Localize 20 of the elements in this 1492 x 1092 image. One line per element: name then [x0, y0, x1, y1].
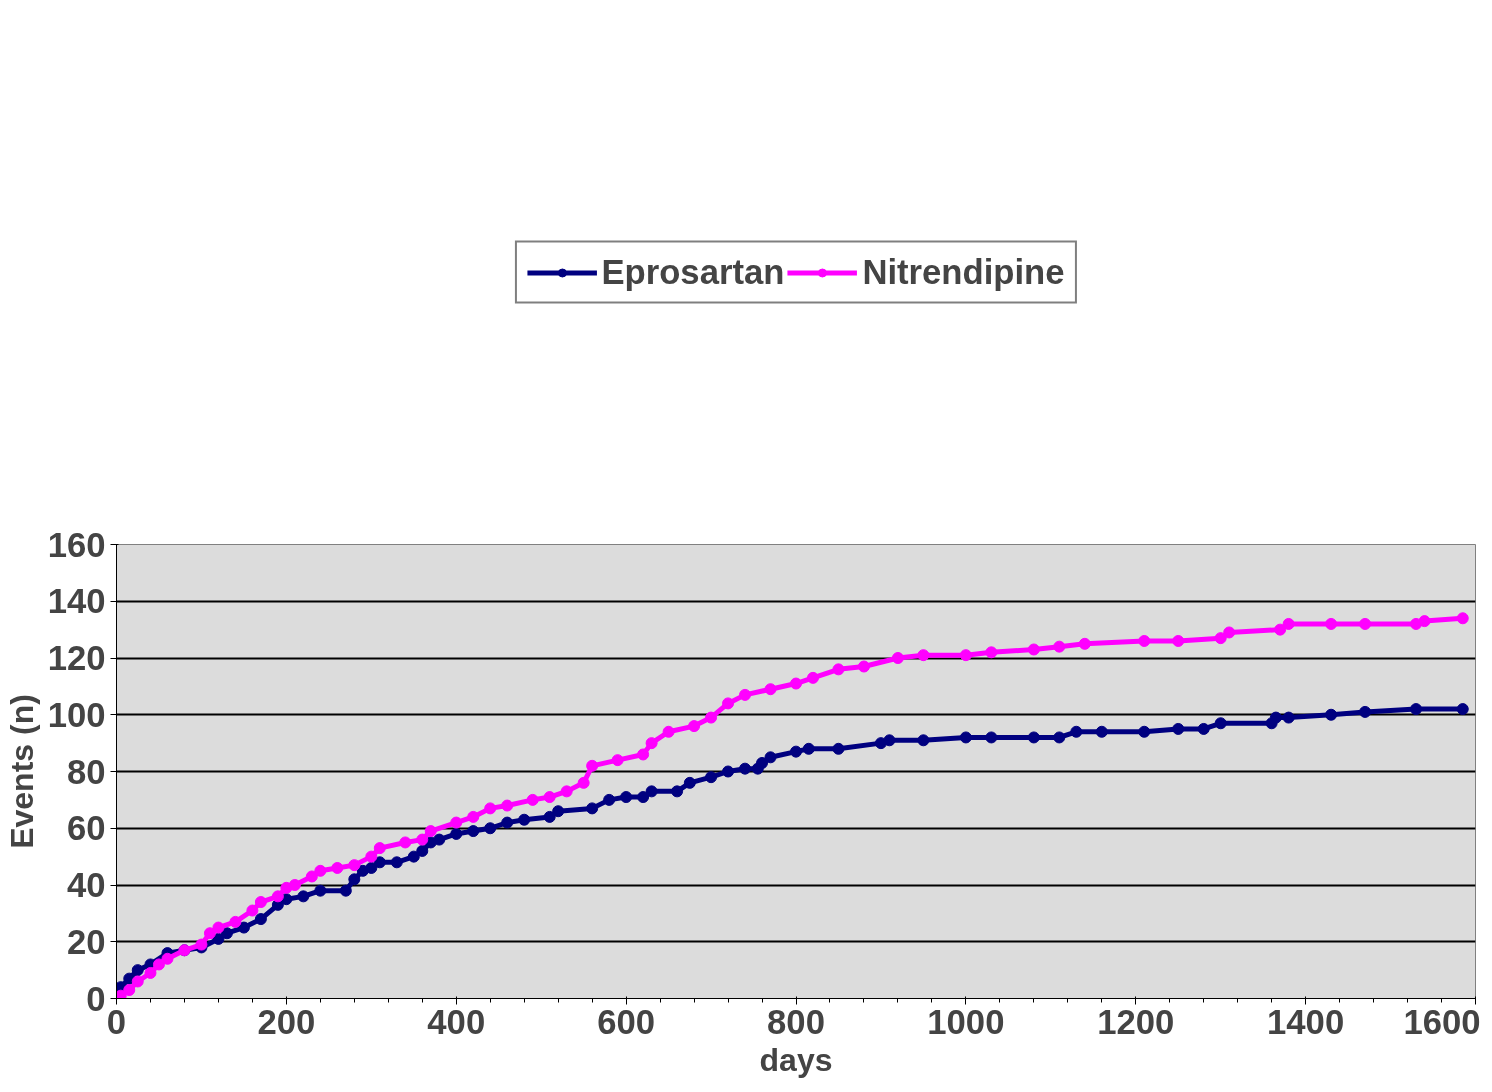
x-tick-label: 200 — [257, 1002, 316, 1041]
y-tick-label: 160 — [47, 525, 106, 564]
x-tick-label: 1400 — [1267, 1002, 1345, 1041]
y-axis-title: Events (n) — [3, 694, 40, 849]
x-tick-label: 400 — [427, 1002, 486, 1041]
y-tick-label: 80 — [66, 752, 106, 791]
y-tick-label: 40 — [66, 866, 106, 904]
x-tick-label: 800 — [767, 1002, 825, 1041]
y-tick-label: 100 — [47, 695, 106, 734]
x-tick-label: 1000 — [927, 1002, 1005, 1041]
x-tick-label: 600 — [597, 1002, 656, 1041]
y-tick-label: 20 — [66, 922, 106, 961]
y-tick-label: 140 — [47, 582, 106, 621]
y-tick-label: 120 — [47, 639, 106, 677]
x-axis-title: days — [759, 1041, 833, 1078]
x-tick-label: 1200 — [1097, 1002, 1175, 1041]
x-tick-label: 1600 — [1403, 1002, 1481, 1041]
y-tick-label: 60 — [66, 809, 106, 848]
legend-label: Nitrendipine — [862, 252, 1065, 292]
legend-label: Eprosartan — [601, 252, 785, 292]
